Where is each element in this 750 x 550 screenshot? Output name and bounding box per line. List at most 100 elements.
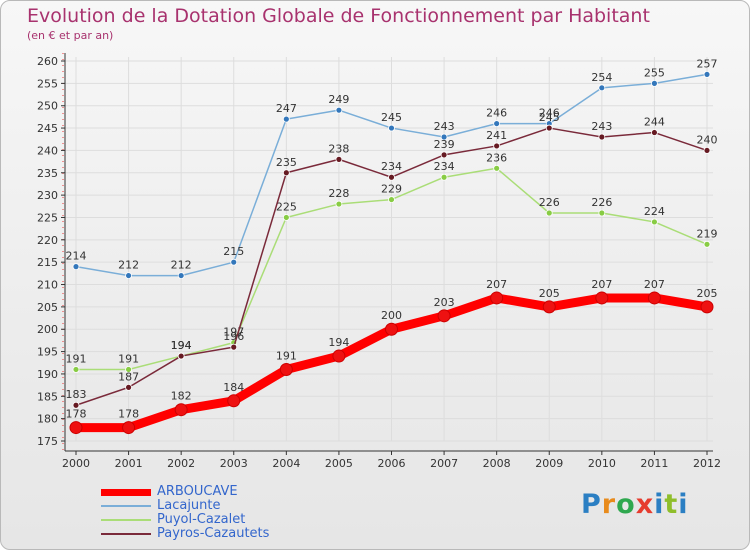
data-label: 183	[66, 388, 87, 401]
data-point	[332, 349, 346, 363]
y-tick-label: 185	[37, 390, 58, 403]
data-point	[545, 209, 553, 217]
data-label: 194	[328, 336, 349, 349]
x-tick-label: 2000	[62, 457, 90, 470]
data-label: 214	[66, 250, 87, 263]
data-label: 246	[486, 107, 507, 120]
data-point	[598, 209, 606, 217]
y-tick-label: 250	[37, 100, 58, 113]
data-point	[440, 133, 448, 141]
data-label: 178	[118, 408, 139, 421]
y-tick-label: 225	[37, 211, 58, 224]
data-point	[69, 421, 83, 435]
y-tick-label: 245	[37, 122, 58, 135]
x-tick-label: 2001	[115, 457, 143, 470]
y-tick-label: 205	[37, 301, 58, 314]
data-label: 241	[486, 129, 507, 142]
data-label: 257	[697, 57, 718, 70]
data-label: 239	[434, 138, 455, 151]
data-point	[595, 291, 609, 305]
data-label: 238	[328, 142, 349, 155]
data-label: 228	[328, 187, 349, 200]
data-label: 194	[171, 339, 192, 352]
data-point	[282, 115, 290, 123]
data-point	[279, 362, 293, 376]
data-label: 200	[381, 309, 402, 322]
x-tick-label: 2007	[430, 457, 458, 470]
x-tick-label: 2003	[220, 457, 248, 470]
y-tick-label: 180	[37, 413, 58, 426]
x-tick-label: 2011	[640, 457, 668, 470]
y-tick-label: 210	[37, 279, 58, 292]
y-tick-label: 255	[37, 77, 58, 90]
data-point	[703, 71, 711, 78]
data-point	[493, 164, 501, 172]
x-tick-label: 2004	[272, 457, 300, 470]
y-tick-label: 220	[37, 234, 58, 247]
x-tick-label: 2012	[693, 457, 721, 470]
data-point	[651, 129, 658, 136]
data-point	[437, 309, 451, 323]
chart-subtitle: (en € et par an)	[27, 29, 114, 42]
data-point	[177, 272, 185, 279]
data-label: 207	[644, 278, 665, 291]
x-tick-label: 2005	[325, 457, 353, 470]
data-label: 254	[591, 71, 612, 84]
data-point	[385, 322, 398, 336]
data-point	[388, 173, 395, 181]
legend-label: ARBOUCAVE	[157, 484, 238, 499]
x-tick-label: 2010	[588, 457, 616, 470]
data-label: 194	[171, 339, 192, 352]
data-point	[72, 366, 80, 373]
data-point	[542, 300, 556, 314]
data-point	[647, 291, 661, 305]
legend-label: Puyol-Cazalet	[157, 512, 246, 527]
legend-swatch	[101, 519, 151, 521]
data-label: 246	[539, 107, 560, 120]
data-point	[230, 258, 238, 266]
data-label: 182	[171, 390, 192, 403]
data-point	[282, 169, 290, 177]
data-label: 212	[171, 259, 192, 272]
data-label: 243	[434, 120, 455, 133]
data-point	[174, 403, 188, 417]
data-label: 191	[276, 349, 297, 362]
data-label: 205	[697, 287, 718, 300]
data-point	[493, 142, 501, 150]
data-point	[122, 421, 136, 435]
legend-swatch	[101, 489, 151, 496]
data-label: 191	[66, 352, 87, 365]
data-point	[72, 263, 80, 271]
data-label: 236	[486, 151, 507, 164]
data-label: 207	[486, 278, 507, 291]
data-point	[335, 155, 343, 163]
legend-swatch	[101, 505, 151, 507]
x-tick-label: 2006	[378, 457, 406, 470]
data-point	[651, 79, 658, 87]
legend-label: Payros-Cazautets	[157, 526, 270, 541]
x-tick-label: 2008	[483, 457, 511, 470]
data-label: 224	[644, 205, 665, 218]
data-label: 215	[223, 245, 244, 258]
data-label: 244	[644, 116, 665, 129]
data-label: 205	[539, 287, 560, 300]
data-label: 234	[381, 160, 402, 173]
data-label: 235	[276, 156, 297, 169]
data-label: 212	[118, 259, 139, 272]
data-point	[230, 343, 238, 351]
y-tick-label: 235	[37, 167, 58, 180]
data-label: 226	[591, 196, 612, 209]
data-label: 247	[276, 102, 297, 115]
data-point	[125, 366, 132, 373]
data-point	[703, 240, 711, 248]
data-label: 207	[591, 278, 612, 291]
data-label: 196	[223, 330, 244, 343]
data-point	[125, 272, 132, 279]
data-label: 240	[697, 133, 718, 146]
data-point	[703, 147, 711, 154]
data-point	[335, 200, 343, 208]
data-point	[700, 300, 714, 314]
data-point	[282, 214, 290, 221]
data-point	[388, 124, 395, 132]
